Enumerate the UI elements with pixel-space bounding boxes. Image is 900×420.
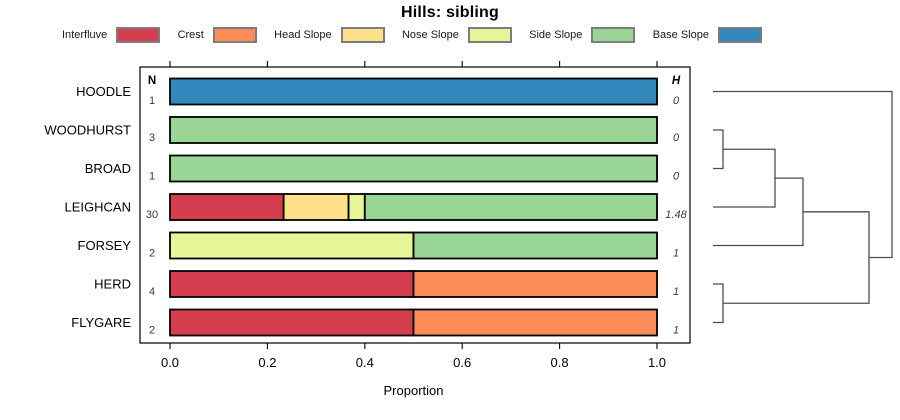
legend-item-label: Crest xyxy=(177,29,204,41)
n-value: 2 xyxy=(149,248,155,260)
bar-segment xyxy=(169,308,415,337)
dendrogram-branch xyxy=(713,90,893,259)
h-value: 0 xyxy=(673,132,680,144)
n-value: 30 xyxy=(146,209,158,221)
n-value: 4 xyxy=(149,286,155,298)
n-value: 1 xyxy=(149,95,155,107)
h-value: 1 xyxy=(673,248,679,260)
chart-title: Hills: sibling xyxy=(401,4,499,21)
bar-segment xyxy=(169,270,415,298)
bar-segment xyxy=(169,154,658,183)
dendrogram-branch xyxy=(713,177,804,247)
legend-swatch xyxy=(467,27,512,43)
dendrogram-branch xyxy=(713,283,724,324)
x-tick-label: 0.4 xyxy=(356,355,374,370)
row-label: HOODLE xyxy=(76,84,131,99)
legend-item: Interfluve xyxy=(62,27,161,43)
legend-item-label: Side Slope xyxy=(529,29,583,41)
legend: Interfluve Crest Head Slope Nose Slope Side … xyxy=(62,27,762,43)
legend-swatch xyxy=(340,27,385,43)
row-label: BROAD xyxy=(85,161,131,176)
x-tick-label: 0.6 xyxy=(453,355,471,370)
row-label: WOODHURST xyxy=(44,123,131,138)
bar-segment xyxy=(169,231,415,260)
bar-segment xyxy=(412,270,658,298)
x-tick-label: 1.0 xyxy=(648,355,666,370)
legend-item-label: Nose Slope xyxy=(401,29,459,41)
x-tick-label: 0.0 xyxy=(161,355,179,370)
legend-swatch xyxy=(212,27,257,43)
n-column-header: N xyxy=(148,75,156,87)
h-value: 0 xyxy=(673,171,680,183)
plot-box xyxy=(139,66,691,344)
bar-segment xyxy=(363,193,658,221)
row-label: HERD xyxy=(94,277,131,292)
legend-item: Crest xyxy=(178,27,257,43)
legend-item: Nose Slope xyxy=(402,27,512,43)
dendrogram-branch xyxy=(713,148,776,208)
bar-segment xyxy=(412,231,658,260)
bar-segment xyxy=(347,193,366,221)
legend-swatch xyxy=(116,27,161,43)
bar-segment xyxy=(169,116,658,144)
h-value: 1.48 xyxy=(665,209,687,221)
h-value: 1 xyxy=(673,286,679,298)
n-value: 3 xyxy=(149,132,155,144)
legend-item-label: Head Slope xyxy=(274,29,332,41)
legend-swatch xyxy=(591,27,636,43)
bar-segment xyxy=(169,77,658,106)
row-label: LEIGHCAN xyxy=(65,200,131,215)
legend-item: Base Slope xyxy=(653,27,762,43)
h-column-header: H xyxy=(672,75,681,87)
n-value: 2 xyxy=(149,325,155,337)
bar-segment xyxy=(412,308,658,337)
legend-swatch xyxy=(717,27,762,43)
bar-segment xyxy=(169,193,285,221)
x-axis-title: Proportion xyxy=(383,383,444,398)
row-label: FORSEY xyxy=(78,238,132,253)
legend-item-label: Interfluve xyxy=(62,29,108,41)
bar-segment xyxy=(282,193,350,221)
n-value: 1 xyxy=(149,171,155,183)
row-label: FLYGARE xyxy=(71,315,131,330)
x-tick-label: 0.2 xyxy=(258,355,276,370)
dendrogram-branch xyxy=(713,129,724,170)
legend-item: Side Slope xyxy=(529,27,636,43)
dendrogram-branch xyxy=(723,211,870,304)
h-value: 0 xyxy=(673,95,680,107)
h-value: 1 xyxy=(673,325,679,337)
legend-item-label: Base Slope xyxy=(652,29,709,41)
legend-item: Head Slope xyxy=(274,27,385,43)
x-tick-label: 0.8 xyxy=(551,355,569,370)
